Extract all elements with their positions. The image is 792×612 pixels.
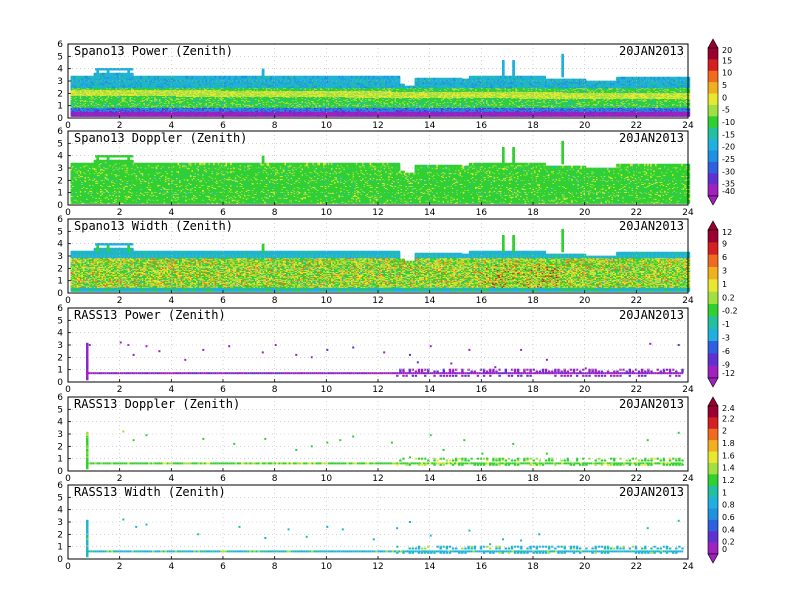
panel-1: 0 2 4 6 8 10 12 14 16 18 20 22 240123456 Spano13 Powe… [57, 40, 694, 131]
